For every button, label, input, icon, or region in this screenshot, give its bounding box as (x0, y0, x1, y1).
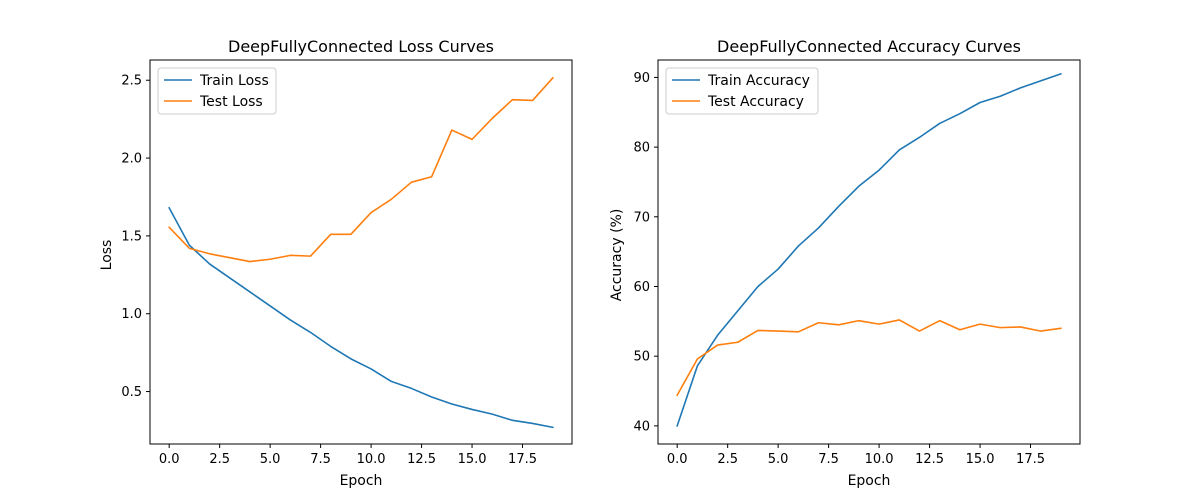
x-tick-label: 17.5 (1016, 452, 1045, 467)
accuracy-chart-panel: DeepFullyConnected Accuracy Curves Epoch… (609, 37, 1081, 489)
loss-chart-panel: DeepFullyConnected Loss Curves Epoch Los… (99, 37, 573, 489)
x-tick-label: 0.0 (667, 452, 688, 467)
x-tick-label: 17.5 (508, 452, 537, 467)
y-tick-label: 50 (633, 350, 650, 365)
chart-title: DeepFullyConnected Accuracy Curves (717, 37, 1021, 56)
y-tick-label: 1.5 (121, 229, 142, 244)
series-line (676, 319, 1062, 397)
series-line (168, 206, 554, 429)
y-tick-label: 90 (633, 71, 650, 86)
plot-frame (657, 59, 1081, 445)
y-tick-label: 2.0 (121, 152, 142, 167)
x-tick-label: 2.5 (717, 452, 738, 467)
plot-frame (149, 59, 573, 445)
x-tick-label: 12.5 (915, 452, 944, 467)
y-axis-label: Accuracy (%) (609, 209, 625, 302)
x-tick-label: 15.0 (966, 452, 995, 467)
x-axis-label: Epoch (848, 473, 891, 489)
x-tick-label: 12.5 (407, 452, 436, 467)
legend-label: Train Loss (199, 73, 269, 89)
x-axis-label: Epoch (340, 473, 383, 489)
x-tick-label: 5.0 (260, 452, 281, 467)
x-tick-label: 15.0 (458, 452, 487, 467)
legend-box (665, 67, 819, 115)
series-line (676, 72, 1062, 427)
series-line (168, 76, 554, 263)
x-tick-label: 7.5 (310, 452, 331, 467)
x-tick-label: 10.0 (865, 452, 894, 467)
y-tick-label: 40 (633, 419, 650, 434)
legend: Train Accuracy Test Accuracy (665, 67, 819, 115)
legend-label: Test Loss (199, 94, 263, 110)
x-tick-label: 10.0 (357, 452, 386, 467)
legend-label: Test Accuracy (707, 94, 804, 110)
x-tick-label: 2.5 (209, 452, 230, 467)
y-tick-label: 60 (633, 280, 650, 295)
y-tick-label: 70 (633, 210, 650, 225)
y-axis-label: Loss (99, 240, 115, 271)
x-tick-label: 0.0 (159, 452, 180, 467)
x-tick-label: 5.0 (768, 452, 789, 467)
x-tick-label: 7.5 (818, 452, 839, 467)
chart-title: DeepFullyConnected Loss Curves (228, 37, 494, 56)
legend: Train Loss Test Loss (157, 67, 277, 115)
y-tick-label: 2.5 (121, 74, 142, 89)
y-tick-label: 80 (633, 141, 650, 156)
y-tick-label: 0.5 (121, 385, 142, 400)
legend-label: Train Accuracy (707, 73, 810, 89)
y-tick-label: 1.0 (121, 307, 142, 322)
